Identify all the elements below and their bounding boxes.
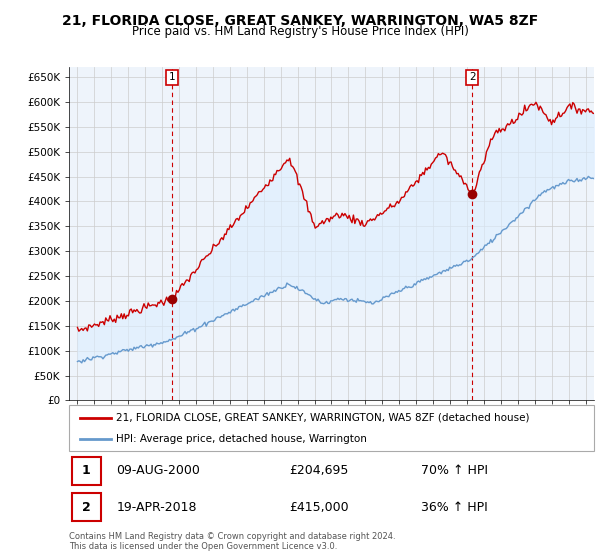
Text: 1: 1 bbox=[169, 72, 176, 82]
Text: £204,695: £204,695 bbox=[290, 464, 349, 477]
Text: 21, FLORIDA CLOSE, GREAT SANKEY, WARRINGTON, WA5 8ZF: 21, FLORIDA CLOSE, GREAT SANKEY, WARRING… bbox=[62, 14, 538, 28]
Bar bbox=[71, 457, 101, 484]
Text: 2: 2 bbox=[469, 72, 475, 82]
Text: 1: 1 bbox=[82, 464, 91, 477]
Text: £415,000: £415,000 bbox=[290, 501, 349, 514]
Text: 19-APR-2018: 19-APR-2018 bbox=[116, 501, 197, 514]
Text: 2: 2 bbox=[82, 501, 91, 514]
Text: 36% ↑ HPI: 36% ↑ HPI bbox=[421, 501, 487, 514]
Text: 09-AUG-2000: 09-AUG-2000 bbox=[116, 464, 200, 477]
Bar bbox=[71, 493, 101, 521]
Text: 21, FLORIDA CLOSE, GREAT SANKEY, WARRINGTON, WA5 8ZF (detached house): 21, FLORIDA CLOSE, GREAT SANKEY, WARRING… bbox=[116, 413, 530, 423]
Text: 70% ↑ HPI: 70% ↑ HPI bbox=[421, 464, 488, 477]
Text: Contains HM Land Registry data © Crown copyright and database right 2024.
This d: Contains HM Land Registry data © Crown c… bbox=[69, 532, 395, 552]
Text: HPI: Average price, detached house, Warrington: HPI: Average price, detached house, Warr… bbox=[116, 435, 367, 444]
Text: Price paid vs. HM Land Registry's House Price Index (HPI): Price paid vs. HM Land Registry's House … bbox=[131, 25, 469, 38]
